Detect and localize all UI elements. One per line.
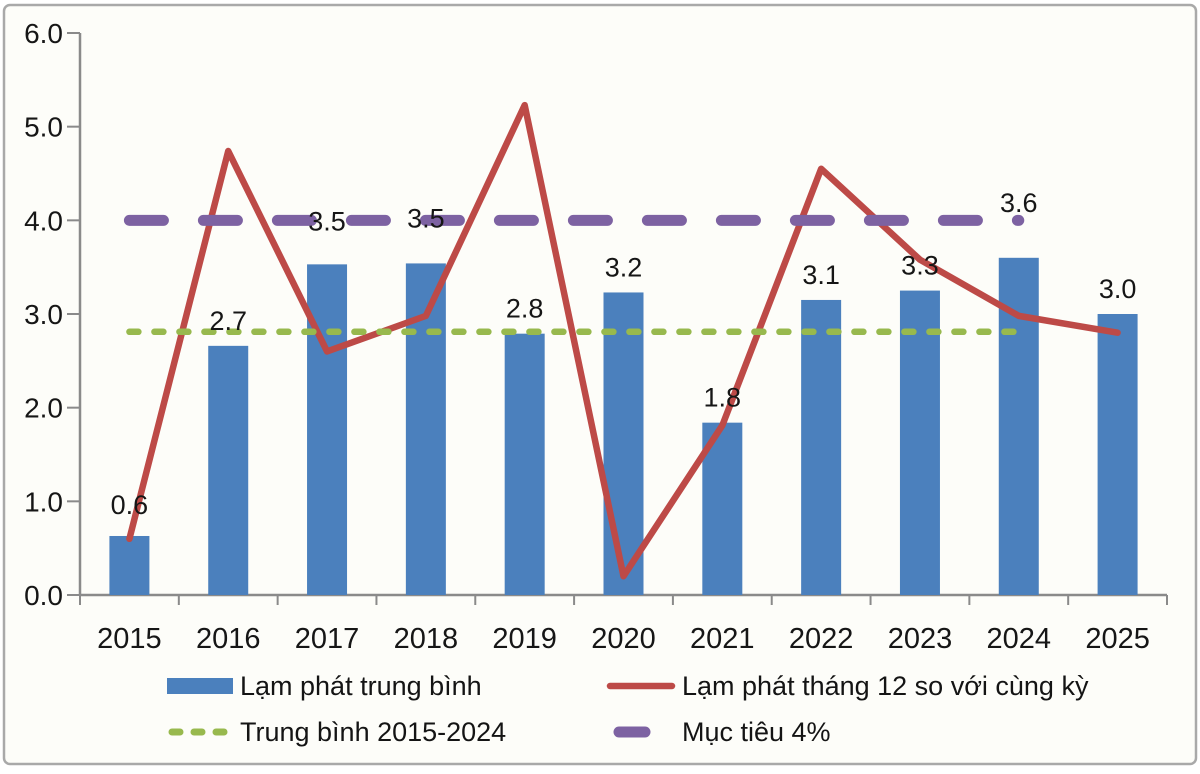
bar-2025 (1097, 314, 1138, 595)
x-category-label: 2025 (1085, 623, 1150, 655)
line-series-swatch-icon (606, 682, 676, 690)
x-category-label: 2022 (789, 623, 854, 655)
bar-2022 (801, 299, 842, 595)
legend-label-december-yoy: Lạm phát tháng 12 so với cùng kỳ (682, 671, 1089, 701)
x-category-label: 2017 (295, 623, 360, 655)
x-category-label: 2021 (690, 623, 755, 655)
x-category-label: 2019 (492, 623, 557, 655)
legend-item-target-4pct: Mục tiêu 4% (606, 715, 831, 749)
bar-data-label: 2.7 (209, 306, 247, 336)
bar-data-label: 3.2 (605, 252, 643, 282)
y-tick-label: 3.0 (24, 299, 63, 330)
y-tick-label: 1.0 (24, 486, 63, 517)
x-category-label: 2018 (394, 623, 459, 655)
legend-item-average-2015-2024: Trung bình 2015-2024 (167, 715, 506, 749)
bar-data-label: 1.8 (704, 383, 742, 413)
bar-series-swatch-icon (167, 678, 233, 694)
x-category-label: 2015 (97, 623, 162, 655)
bar-2015 (109, 535, 150, 595)
bar-data-label: 2.8 (506, 294, 544, 324)
bar-2016 (208, 345, 249, 595)
chart-frame (2, 3, 1198, 766)
bar-data-label: 3.3 (901, 251, 939, 281)
bar-data-label: 3.1 (802, 260, 840, 290)
y-tick-label: 5.0 (24, 112, 63, 143)
legend-label-target-4pct: Mục tiêu 4% (682, 717, 831, 747)
legend-label-average-inflation: Lạm phát trung bình (240, 671, 482, 701)
bar-data-label: 3.0 (1099, 274, 1137, 304)
x-category-label: 2023 (888, 623, 953, 655)
y-tick-label: 6.0 (24, 18, 63, 49)
legend-item-average-inflation: Lạm phát trung bình (167, 669, 482, 703)
legend-item-december-yoy: Lạm phát tháng 12 so với cùng kỳ (606, 669, 1088, 703)
bar-data-label: 3.5 (407, 203, 445, 233)
bar-data-label: 3.6 (1000, 188, 1038, 218)
bar-2017 (307, 264, 348, 595)
dashed-line-swatch-icon (168, 728, 233, 736)
x-category-label: 2016 (196, 623, 261, 655)
legend-label-average-2015-2024: Trung bình 2015-2024 (240, 717, 507, 747)
target-dash-swatch-icon (613, 726, 651, 738)
y-tick-label: 0.0 (24, 580, 63, 611)
x-category-label: 2020 (591, 623, 656, 655)
december-yoy-line (126, 101, 1121, 580)
y-tick-label: 2.0 (24, 393, 63, 424)
bar-2023 (899, 290, 940, 595)
bar-data-label: 0.6 (111, 490, 149, 520)
x-category-label: 2024 (987, 623, 1052, 655)
bar-2019 (504, 333, 545, 595)
y-tick-label: 4.0 (24, 205, 63, 236)
bar-data-label: 3.5 (308, 206, 346, 236)
bar-2020 (603, 292, 644, 595)
